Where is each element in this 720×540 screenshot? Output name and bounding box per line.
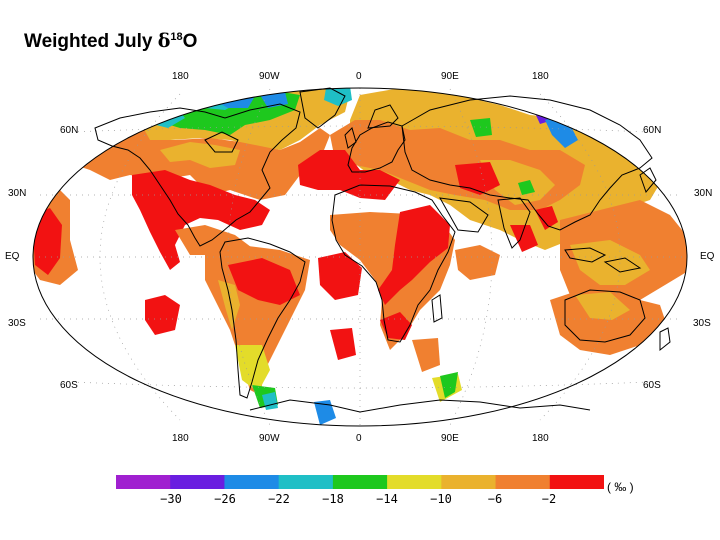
legend-bin-0 <box>116 475 171 489</box>
map-title: Weighted July δ18O <box>24 30 197 53</box>
bottom-label-90e: 90E <box>441 433 459 444</box>
field-pacific-south-red <box>145 295 180 335</box>
top-label-0: 0 <box>356 71 362 82</box>
graticule <box>33 88 687 426</box>
field-middle-east-red <box>455 162 500 195</box>
title-prefix: Weighted July <box>24 31 158 52</box>
coast-new-zealand <box>659 327 671 352</box>
top-label-180w: 180 <box>172 71 189 82</box>
coast-europe <box>347 121 406 173</box>
graticule-lon-180e <box>539 93 621 421</box>
coast-north-america <box>94 103 301 247</box>
legend-bin-4 <box>332 475 388 489</box>
field-pacific-red <box>33 208 62 275</box>
globe-outline <box>32 87 688 427</box>
bottom-label-180e: 180 <box>532 433 549 444</box>
coast-scandinavia <box>367 104 399 129</box>
field-australia-amber <box>575 292 630 320</box>
field-south-atlantic-red <box>330 328 356 360</box>
field-europe-red <box>298 150 400 200</box>
graticule-lon-90e <box>449 88 493 426</box>
left-label-60s: 60S <box>60 380 78 391</box>
field-south-america-red <box>228 258 300 305</box>
bottom-label-90w: 90W <box>259 433 280 444</box>
legend-bin-2 <box>224 475 280 489</box>
legend-tick-minus-22: −22 <box>268 492 290 506</box>
coast-japan <box>639 167 657 193</box>
legend-tick-minus-18: −18 <box>322 492 344 506</box>
graticule-lon-90w <box>227 88 271 426</box>
title-superscript: 18 <box>170 31 183 43</box>
coast-arabia <box>439 197 489 233</box>
legend-bin-8 <box>549 475 604 489</box>
field-arctic-cyan-3 <box>324 88 352 106</box>
field-tibet-red <box>535 206 558 230</box>
title-symbol: δ <box>157 30 171 52</box>
graticule-lat-60n <box>71 125 649 133</box>
world-map <box>32 87 688 427</box>
graticule-lon-180w <box>99 93 181 421</box>
left-label-30n: 30N <box>8 188 27 199</box>
right-label-60n: 60N <box>643 125 662 136</box>
field-north-america-amber <box>160 142 240 168</box>
legend-tick-minus-30: −30 <box>160 492 182 506</box>
coast-madagascar <box>431 294 443 323</box>
coast-uk <box>344 127 357 149</box>
coast-south-america <box>219 237 306 399</box>
bottom-label-180w: 180 <box>172 433 189 444</box>
coast-greenland <box>299 87 346 129</box>
right-label-30s: 30S <box>693 318 711 329</box>
legend-tick-minus-6: −6 <box>487 492 503 506</box>
right-label-60s: 60S <box>643 380 661 391</box>
field-kerguelen-green <box>440 372 458 398</box>
legend-unit: ( ‰ ) <box>607 480 634 494</box>
legend-tick-minus-26: −26 <box>214 492 236 506</box>
title-suffix: O <box>182 31 198 52</box>
field-indonesia-amber <box>570 240 650 285</box>
left-label-30s: 30S <box>8 318 26 329</box>
coast-indonesia <box>564 247 642 273</box>
legend-bin-1 <box>170 475 225 489</box>
top-label-90e: 90E <box>441 71 459 82</box>
field-eurasia-green-2 <box>470 118 492 137</box>
legend-tick-minus-14: −14 <box>376 492 398 506</box>
coastlines <box>94 87 671 413</box>
bottom-label-0: 0 <box>356 433 362 444</box>
coast-australia <box>564 289 646 343</box>
field-andes-amber <box>218 280 240 330</box>
legend-bin-6 <box>441 475 497 489</box>
color-legend <box>116 475 604 489</box>
coast-india <box>497 197 531 249</box>
left-label-60n: 60N <box>60 125 79 136</box>
field-eurasia-amber-inner <box>480 160 555 205</box>
coast-hudson-bay <box>204 131 239 153</box>
field-eurasia-green <box>518 180 535 195</box>
field-east-siberia-blue <box>545 115 578 148</box>
field-atlantic-red <box>318 252 362 300</box>
graticule-lat-60s <box>71 381 649 389</box>
field-weddell-blue <box>314 400 336 425</box>
coast-africa <box>331 184 456 343</box>
legend-tick-minus-10: −10 <box>430 492 452 506</box>
field-africa-red <box>378 205 450 305</box>
field-indian-ocean-orange <box>455 245 500 280</box>
right-label-30n: 30N <box>694 188 713 199</box>
right-label-eq: EQ <box>700 251 715 262</box>
field-madagascar-orange <box>412 338 440 372</box>
field-india-red <box>510 225 538 252</box>
coast-asia <box>401 95 653 231</box>
coast-antarctica <box>249 399 591 413</box>
top-label-90w: 90W <box>259 71 280 82</box>
legend-tick-minus-2: −2 <box>541 492 557 506</box>
legend-bin-5 <box>387 475 442 489</box>
legend-bin-7 <box>495 475 551 489</box>
left-label-eq: EQ <box>5 251 20 262</box>
field-patagonia-yellow <box>235 345 270 392</box>
top-label-180e: 180 <box>532 71 549 82</box>
legend-bin-3 <box>278 475 334 489</box>
